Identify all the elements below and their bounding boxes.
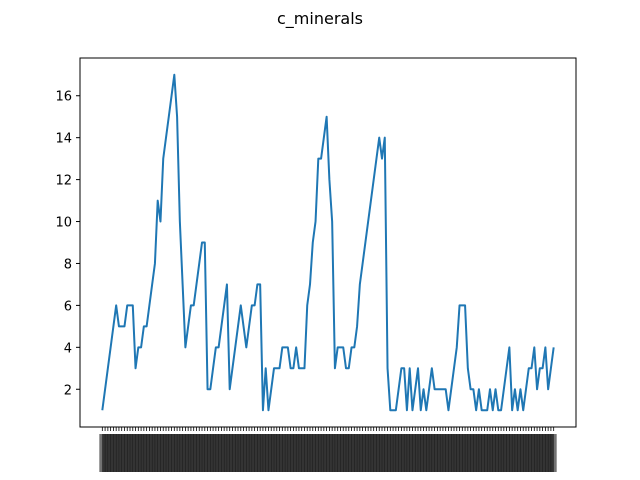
y-tick-label: 8 — [64, 257, 72, 272]
y-tick-label: 2 — [64, 383, 72, 398]
chart-title: c_minerals — [277, 9, 363, 29]
y-tick-label: 16 — [55, 90, 72, 105]
x-axis — [99, 427, 557, 472]
y-tick-label: 12 — [55, 174, 72, 189]
series-line — [101, 73, 555, 412]
y-tick-label: 6 — [64, 299, 72, 314]
y-tick-label: 14 — [55, 132, 72, 147]
plot-frame — [79, 57, 577, 428]
y-tick-label: 4 — [64, 341, 72, 356]
x-tick-label-mark — [550, 434, 557, 472]
y-tick-label: 10 — [55, 216, 72, 231]
y-axis: 2 4 6 8 10 12 14 16 — [55, 90, 80, 398]
